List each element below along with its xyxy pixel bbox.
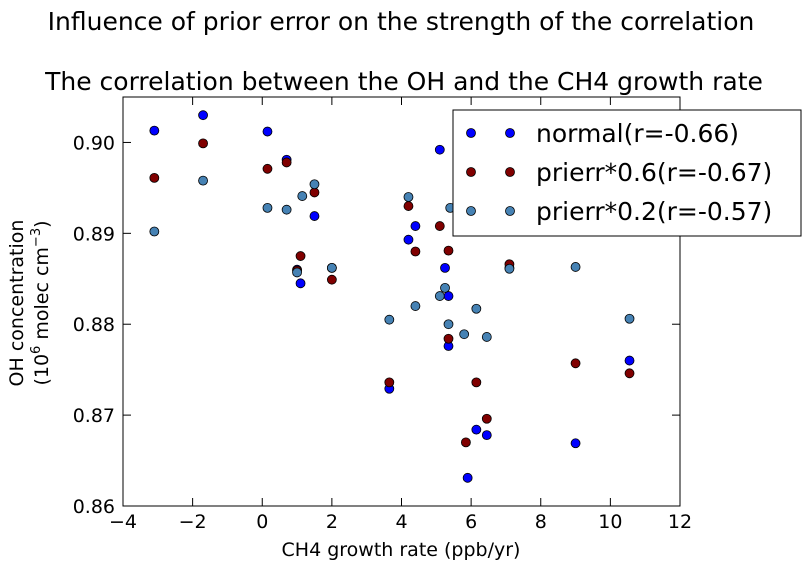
data-point: [198, 138, 208, 149]
data-point: [624, 368, 635, 379]
data-point: [440, 262, 450, 273]
data-point: [403, 201, 414, 211]
data-point: [481, 430, 492, 441]
series-3: [149, 175, 635, 342]
data-point: [570, 262, 581, 272]
data-point: [434, 291, 445, 301]
y-tick-label: 0.87: [73, 405, 115, 427]
chart-title: The correlation between the OH and the C…: [44, 67, 763, 96]
legend-marker-left: [466, 128, 476, 138]
data-point: [570, 358, 581, 369]
x-tick-label: 8: [535, 511, 547, 533]
data-point: [471, 424, 482, 435]
data-point: [504, 263, 515, 274]
x-tick-label: 12: [668, 511, 692, 533]
data-point: [292, 267, 302, 278]
y-label-post: ): [31, 220, 53, 227]
x-tick-label: 4: [395, 511, 407, 533]
y-label-pre: (10: [31, 354, 53, 386]
data-point: [443, 333, 454, 344]
data-point: [624, 355, 635, 366]
data-point: [403, 234, 414, 245]
data-point: [262, 126, 273, 137]
x-tick-label: 2: [326, 511, 338, 533]
legend-marker-left: [466, 206, 476, 216]
y-label-exp1: 6: [29, 346, 44, 354]
data-point: [262, 163, 273, 174]
data-point: [570, 438, 581, 449]
legend: normal(r=-0.66) prierr*0.6(r=-0.67) prierr…: [452, 109, 802, 237]
data-point: [443, 291, 454, 301]
data-point: [434, 221, 445, 231]
x-tick-label: 10: [598, 511, 622, 533]
y-tick-label: 0.88: [73, 314, 115, 336]
y-axis-label: OH concentration (106 molec cm−3): [6, 220, 53, 387]
legend-label: prierr*0.2(r=-0.57): [536, 197, 772, 226]
y-tick-label: 0.90: [73, 132, 115, 154]
data-point: [309, 179, 320, 190]
data-point: [462, 472, 473, 483]
data-point: [384, 314, 395, 325]
data-point: [471, 377, 482, 388]
data-point: [297, 191, 308, 201]
data-point: [198, 175, 208, 186]
data-point: [149, 226, 160, 237]
data-point: [403, 192, 414, 202]
data-point: [471, 303, 482, 314]
x-tick-label: 0: [256, 511, 268, 533]
data-points: [149, 110, 635, 483]
x-axis-label: CH4 growth rate (ppb/yr): [282, 539, 521, 561]
legend-label: prierr*0.6(r=-0.67): [536, 158, 772, 187]
data-point: [149, 125, 160, 136]
data-point: [481, 413, 492, 424]
data-point: [295, 251, 306, 261]
data-point: [443, 245, 454, 256]
data-point: [281, 157, 292, 168]
data-point: [309, 211, 320, 221]
x-tick-label: −4: [109, 511, 137, 533]
data-point: [410, 301, 421, 311]
legend-marker-right: [505, 167, 515, 177]
data-point: [434, 144, 445, 155]
data-point: [198, 110, 208, 121]
data-point: [384, 377, 395, 388]
data-point: [262, 202, 273, 213]
y-label-mid: molec cm: [31, 247, 53, 346]
data-point: [281, 204, 292, 215]
data-point: [295, 278, 306, 289]
legend-marker-right: [505, 128, 515, 138]
data-point: [326, 262, 337, 273]
data-point: [440, 282, 450, 293]
data-point: [410, 221, 421, 231]
data-point: [443, 319, 454, 330]
y-label-exp2: −3: [29, 228, 44, 247]
data-point: [481, 332, 492, 342]
data-point: [149, 172, 160, 183]
data-point: [410, 246, 421, 257]
data-point: [624, 313, 635, 324]
data-point: [459, 329, 470, 340]
figure-suptitle: Influence of prior error on the strength…: [48, 7, 755, 36]
data-point: [461, 437, 471, 448]
y-axis-label-line1: OH concentration: [6, 220, 28, 387]
series-2: [149, 138, 635, 448]
axis-ticks: −4 −2 0 2 4 6 8 10 12 0.86 0.87 0.88 0.89 0.90: [73, 97, 692, 533]
legend-label: normal(r=-0.66): [536, 119, 739, 148]
data-point: [309, 187, 320, 198]
y-tick-label: 0.86: [73, 496, 115, 518]
legend-marker-right: [505, 206, 515, 216]
data-point: [326, 274, 337, 285]
legend-marker-left: [466, 167, 476, 177]
y-axis-label-line2: (106 molec cm−3): [29, 220, 53, 385]
y-tick-label: 0.89: [73, 223, 115, 245]
x-tick-label: 6: [465, 511, 477, 533]
x-tick-label: −2: [179, 511, 207, 533]
